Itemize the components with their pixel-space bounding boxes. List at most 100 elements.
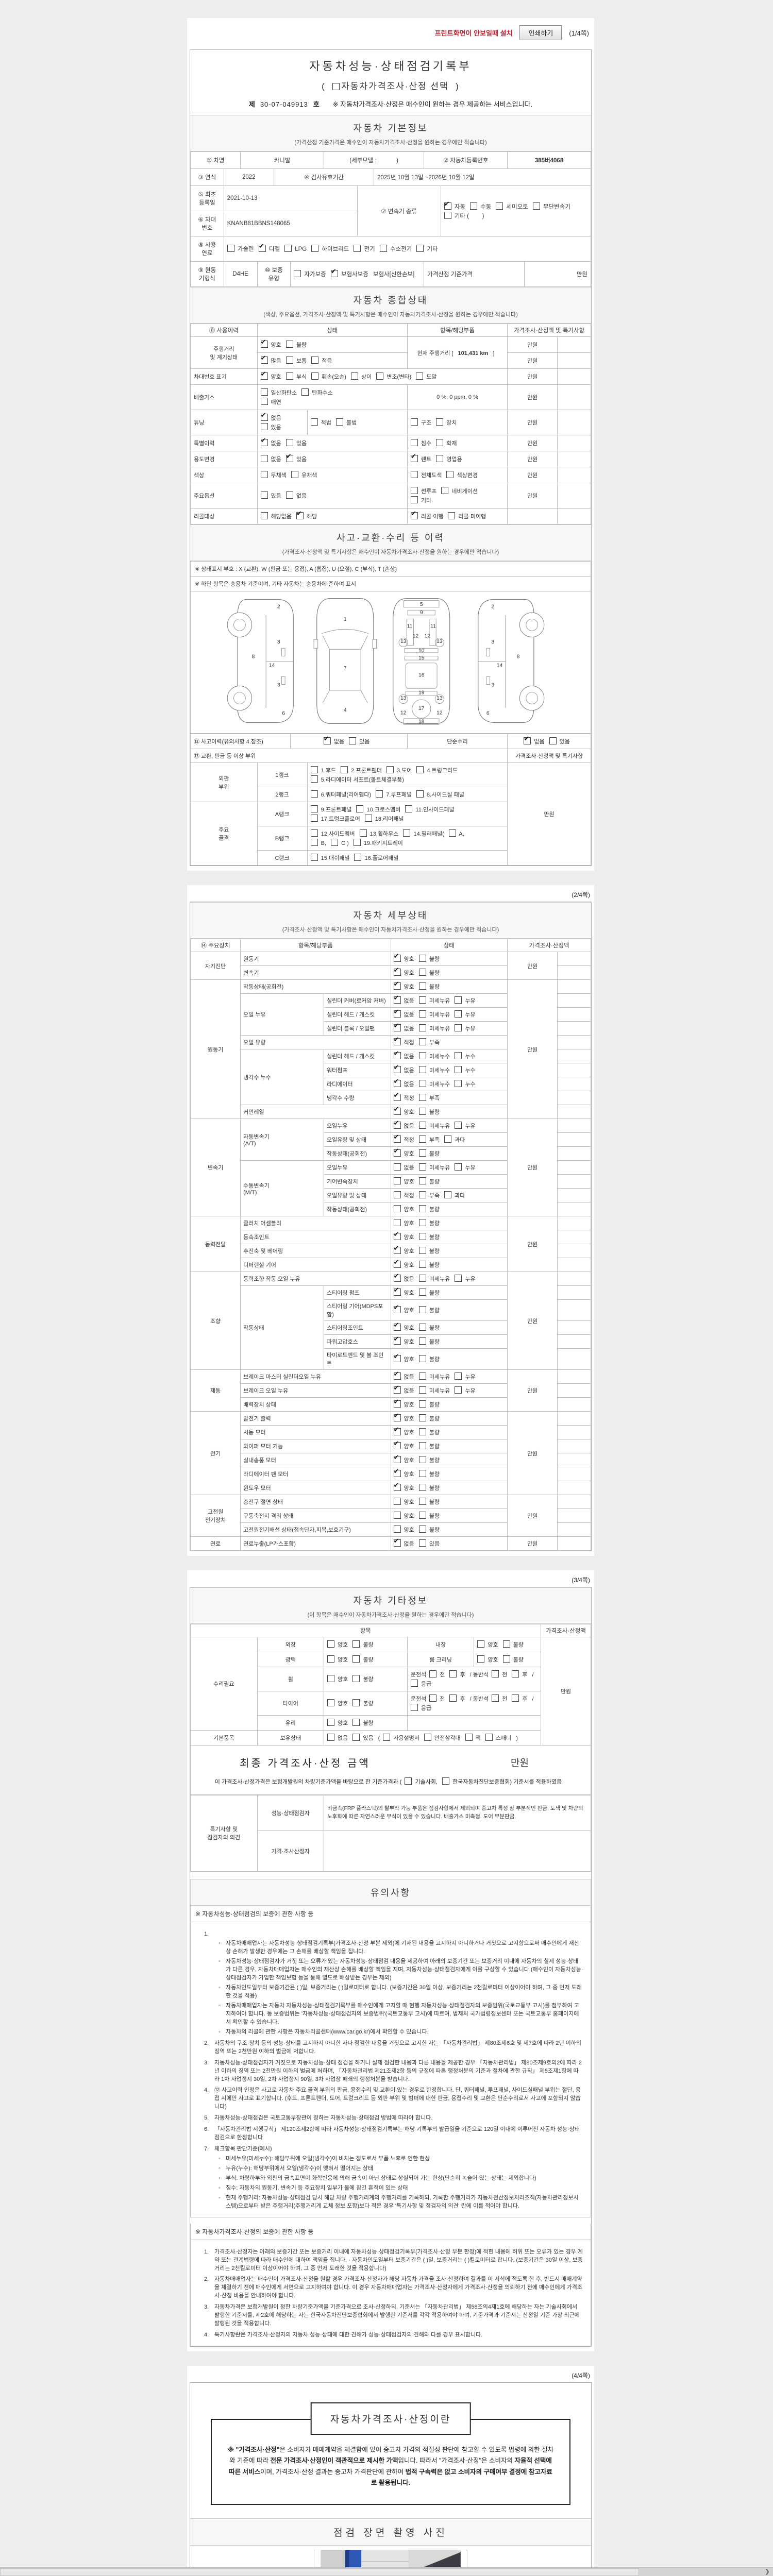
checkbox[interactable] [416,790,424,798]
checkbox[interactable] [260,388,268,396]
checkbox[interactable] [393,1398,401,1408]
checkbox[interactable] [444,1191,452,1198]
checkbox[interactable] [331,839,339,846]
checkbox[interactable] [393,1537,401,1547]
checkbox[interactable] [410,471,418,478]
checkbox[interactable] [418,955,426,962]
checkbox[interactable] [393,1163,401,1171]
checkbox[interactable] [260,471,268,478]
checkbox[interactable] [393,1063,401,1073]
checkbox[interactable] [327,1734,334,1741]
checkbox[interactable] [444,200,451,210]
checkbox[interactable] [410,487,418,494]
checkbox[interactable] [285,372,293,380]
checkbox[interactable] [405,1777,412,1785]
checkbox[interactable] [311,245,319,252]
checkbox[interactable] [341,766,348,773]
checkbox[interactable] [310,775,318,783]
checkbox[interactable] [418,1372,426,1380]
checkbox[interactable] [393,1412,401,1421]
checkbox[interactable] [424,1734,431,1741]
checkbox[interactable] [448,829,456,837]
checkbox[interactable] [260,423,268,430]
checkbox[interactable] [310,815,318,822]
checkbox[interactable] [418,1289,426,1296]
checkbox[interactable] [418,1136,426,1143]
checkbox[interactable] [352,1699,360,1706]
checkbox[interactable] [393,1481,401,1491]
checkbox[interactable] [416,372,424,380]
checkbox[interactable] [393,1077,401,1087]
checkbox[interactable] [284,245,292,252]
checkbox[interactable] [285,439,293,446]
scrollbar-thumb[interactable] [0,2568,639,2576]
checkbox[interactable] [393,1352,401,1362]
checkbox[interactable] [393,1526,401,1533]
checkbox[interactable] [496,202,503,210]
checkbox[interactable] [353,839,361,846]
checkbox[interactable] [418,982,426,990]
checkbox[interactable] [418,1400,426,1408]
checkbox[interactable] [418,1163,426,1171]
checkbox[interactable] [418,1324,426,1331]
checkbox[interactable] [410,496,418,503]
checkbox[interactable] [393,1498,401,1505]
checkbox[interactable] [436,455,444,462]
checkbox[interactable] [410,439,418,446]
checkbox[interactable] [455,996,462,1004]
checkbox[interactable] [327,1675,334,1682]
checkbox[interactable] [393,1036,401,1045]
checkbox[interactable] [418,1066,426,1073]
checkbox[interactable] [393,1370,401,1380]
checkbox[interactable] [393,952,401,962]
checkbox[interactable] [436,439,444,446]
checkbox[interactable] [327,1655,334,1663]
checkbox[interactable] [356,805,364,812]
checkbox[interactable] [393,1022,401,1031]
checkbox[interactable] [352,1734,360,1741]
checkbox[interactable] [455,1372,462,1380]
checkbox[interactable] [418,1275,426,1282]
checkbox[interactable] [444,211,451,219]
checkbox[interactable] [393,1219,401,1226]
checkbox[interactable] [227,245,234,252]
price-survey-select-checkbox[interactable] [332,83,340,90]
checkbox[interactable] [350,372,358,380]
checkbox[interactable] [418,1080,426,1087]
checkbox[interactable] [260,512,268,519]
checkbox[interactable] [477,1655,485,1663]
checkbox[interactable] [502,1640,510,1648]
checkbox[interactable] [449,1694,457,1702]
checkbox[interactable] [349,737,357,744]
checkbox[interactable] [403,829,411,837]
checkbox[interactable] [310,854,318,861]
checkbox[interactable] [359,829,367,837]
checkbox[interactable] [418,1149,426,1157]
checkbox[interactable] [393,1286,401,1296]
checkbox[interactable] [260,338,268,348]
checkbox[interactable] [393,1191,401,1198]
checkbox[interactable] [311,357,319,364]
checkbox[interactable] [379,245,387,252]
checkbox[interactable] [393,994,401,1004]
checkbox[interactable] [418,1038,426,1045]
checkbox[interactable] [393,980,401,990]
checkbox[interactable] [418,1177,426,1184]
checkbox[interactable] [455,1386,462,1394]
checkbox[interactable] [260,411,268,421]
checkbox[interactable] [393,1049,401,1059]
checkbox[interactable] [477,1640,485,1648]
print-button[interactable]: 인쇄하기 [519,25,562,40]
checkbox[interactable] [311,372,319,380]
checkbox[interactable] [429,1670,437,1677]
checkbox[interactable] [393,1467,401,1477]
checkbox[interactable] [455,1163,462,1171]
checkbox[interactable] [418,1108,426,1115]
checkbox[interactable] [418,1247,426,1254]
checkbox[interactable] [418,1337,426,1345]
checkbox[interactable] [444,1136,452,1143]
checkbox[interactable] [285,452,293,462]
checkbox[interactable] [364,815,372,822]
checkbox[interactable] [455,1275,462,1282]
checkbox[interactable] [354,854,362,861]
